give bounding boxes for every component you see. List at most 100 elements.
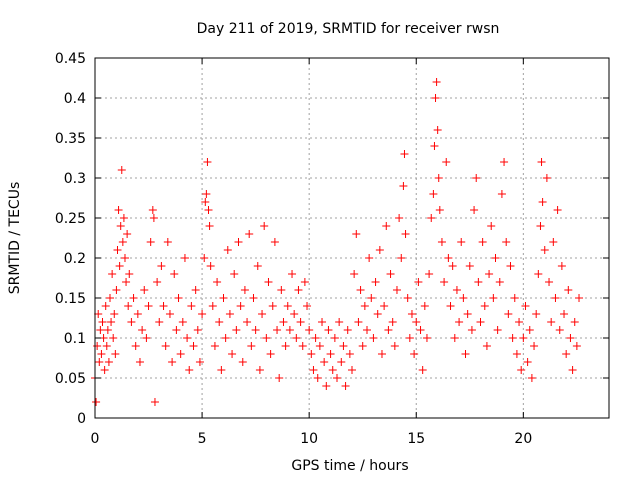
data-point	[125, 270, 134, 278]
data-point	[213, 278, 222, 286]
data-point	[115, 262, 124, 270]
data-point	[283, 302, 292, 310]
data-point	[170, 270, 179, 278]
y-tick-label: 0.15	[55, 291, 86, 307]
data-point	[412, 318, 421, 326]
data-point	[457, 238, 466, 246]
data-point	[350, 270, 359, 278]
data-point	[485, 270, 494, 278]
data-point	[358, 342, 367, 350]
data-point	[101, 302, 110, 310]
y-tick-label: 0.35	[55, 131, 86, 147]
data-point	[183, 334, 192, 342]
data-point	[416, 326, 425, 334]
data-point	[420, 302, 429, 310]
data-point	[232, 326, 241, 334]
data-point	[557, 262, 566, 270]
data-point	[97, 350, 106, 358]
data-point	[437, 238, 446, 246]
data-point	[532, 310, 541, 318]
data-point	[461, 350, 470, 358]
data-point	[200, 254, 209, 262]
data-point	[303, 302, 312, 310]
data-point	[300, 278, 309, 286]
data-point	[240, 286, 249, 294]
data-point	[348, 366, 356, 374]
axis-ticks	[94, 57, 609, 419]
data-point	[281, 342, 290, 350]
data-point	[195, 358, 204, 366]
data-point	[176, 350, 185, 358]
data-point	[150, 398, 159, 406]
data-point	[352, 230, 361, 238]
data-point	[279, 318, 288, 326]
data-point	[397, 254, 406, 262]
data-point	[497, 190, 506, 198]
data-point	[435, 206, 444, 214]
data-point	[122, 278, 131, 286]
data-point	[205, 222, 214, 230]
data-point	[206, 262, 215, 270]
data-point	[234, 238, 243, 246]
data-point	[236, 302, 245, 310]
data-point	[341, 382, 350, 390]
data-point	[98, 318, 107, 326]
data-point	[555, 326, 564, 334]
data-point	[168, 358, 177, 366]
data-point	[330, 334, 339, 342]
data-point	[538, 198, 547, 206]
data-point	[480, 302, 489, 310]
data-point	[315, 342, 324, 350]
y-tick-label: 0.05	[55, 371, 86, 387]
data-point	[159, 302, 168, 310]
data-point	[401, 230, 410, 238]
data-point	[521, 302, 530, 310]
data-point	[258, 310, 267, 318]
data-point	[114, 206, 123, 214]
data-point	[247, 342, 256, 350]
data-point	[133, 310, 142, 318]
data-point	[210, 342, 219, 350]
data-point	[255, 366, 264, 374]
data-point	[495, 278, 504, 286]
chart-title: Day 211 of 2019, SRMTID for receiver rws…	[197, 21, 500, 37]
data-point	[500, 158, 509, 166]
data-point	[273, 326, 282, 334]
data-point	[390, 342, 399, 350]
data-point	[553, 206, 562, 214]
data-point	[266, 350, 275, 358]
data-point	[203, 158, 212, 166]
data-point	[549, 238, 558, 246]
data-point	[238, 358, 247, 366]
data-point	[290, 310, 299, 318]
data-point	[253, 262, 262, 270]
data-point	[94, 310, 103, 318]
data-point	[432, 78, 441, 86]
data-point	[510, 294, 519, 302]
data-point	[172, 326, 181, 334]
data-point	[542, 174, 551, 182]
y-tick-label: 0	[77, 411, 86, 427]
data-point	[467, 326, 476, 334]
x-axis-label: GPS time / hours	[291, 458, 408, 474]
y-tick-label: 0.25	[55, 211, 86, 227]
data-point	[452, 286, 461, 294]
data-point	[463, 310, 472, 318]
data-point	[572, 342, 581, 350]
data-point	[163, 238, 172, 246]
data-point	[429, 190, 438, 198]
data-point	[148, 206, 157, 214]
data-point	[530, 342, 539, 350]
data-point	[519, 334, 528, 342]
data-point	[418, 366, 427, 374]
data-point	[369, 334, 378, 342]
data-point	[217, 366, 226, 374]
data-point	[251, 326, 260, 334]
data-point	[264, 278, 273, 286]
data-point	[570, 318, 579, 326]
data-point	[313, 374, 322, 382]
data-point	[375, 246, 384, 254]
data-point	[430, 142, 439, 150]
data-point	[450, 334, 459, 342]
data-point	[157, 262, 166, 270]
